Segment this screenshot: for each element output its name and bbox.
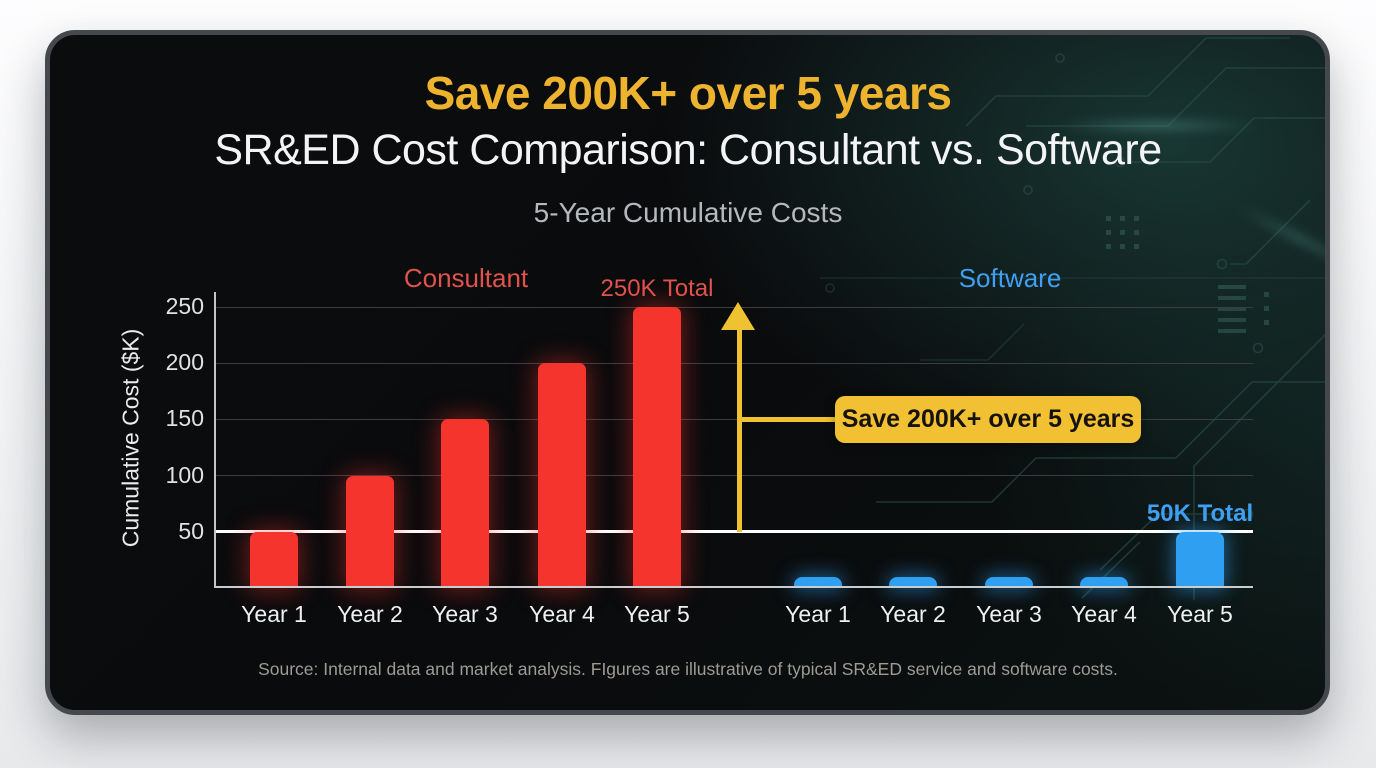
x-axis-line (216, 586, 1253, 588)
y-tick-label: 200 (165, 349, 204, 376)
x-tick-label-consultant-year-3: Year 3 (432, 601, 498, 627)
software-total-label: 50K Total (1146, 500, 1254, 527)
bar-consultant-year-2 (346, 475, 394, 588)
chart-subtitle: 5-Year Cumulative Costs (533, 197, 843, 228)
bar-consultant-year-1 (250, 531, 298, 588)
y-axis-line (214, 292, 216, 588)
reference-line-50k (216, 530, 1253, 534)
bar-consultant-year-5 (633, 307, 681, 588)
x-tick-label-consultant-year-1: Year 1 (241, 601, 307, 627)
y-tick-label: 50 (178, 517, 204, 544)
x-tick-label-software-year-3: Year 3 (976, 601, 1042, 627)
bar-consultant-year-4 (538, 363, 586, 588)
bar-software-year-4 (1080, 576, 1128, 588)
x-tick-label-software-year-4: Year 4 (1071, 601, 1137, 627)
consultant-total-label: 250K Total (600, 275, 714, 302)
savings-callout-badge: Save 200K+ over 5 years (835, 396, 1141, 443)
page-title: SR&ED Cost Comparison: Consultant vs. So… (214, 126, 1162, 174)
bar-software-year-3 (985, 576, 1033, 588)
bar-software-year-2 (889, 576, 937, 588)
x-tick-label-consultant-year-5: Year 5 (624, 601, 690, 627)
savings-arrow-shaft (737, 314, 742, 532)
slide-card (45, 30, 1330, 715)
x-tick-label-software-year-2: Year 2 (880, 601, 946, 627)
bar-software-year-1 (794, 576, 842, 588)
x-tick-label-software-year-1: Year 1 (785, 601, 851, 627)
y-tick-label: 150 (165, 405, 204, 432)
savings-arrow-head (721, 302, 755, 330)
circuit-board-decoration (820, 37, 1325, 600)
series-label-consultant: Consultant (403, 263, 529, 293)
y-tick-label: 100 (165, 461, 204, 488)
gridline-100 (216, 475, 1253, 477)
y-tick-label: 250 (165, 293, 204, 319)
x-tick-label-software-year-5: Year 5 (1167, 601, 1233, 627)
bar-software-year-5 (1176, 531, 1224, 588)
bar-consultant-year-3 (441, 419, 489, 588)
gridline-200 (216, 362, 1253, 364)
source-note: Source: Internal data and market analysi… (258, 659, 1118, 679)
headline: Save 200K+ over 5 years (424, 67, 952, 119)
x-tick-label-consultant-year-2: Year 2 (337, 601, 403, 627)
gridline-150 (216, 418, 1253, 420)
savings-arrow-connector (742, 417, 835, 422)
series-label-software: Software (958, 263, 1062, 293)
x-tick-label-consultant-year-4: Year 4 (529, 601, 595, 627)
